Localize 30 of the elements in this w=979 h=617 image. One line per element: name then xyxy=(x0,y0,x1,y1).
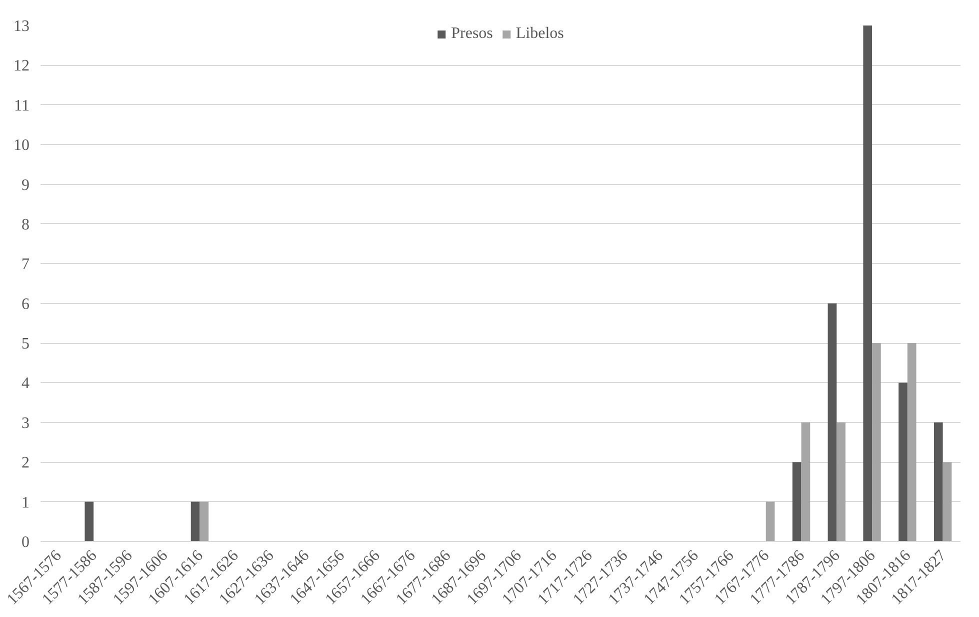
y-tick-label: 0 xyxy=(22,534,30,551)
y-tick-label: 10 xyxy=(14,137,30,154)
y-tick-label: 7 xyxy=(22,256,30,274)
bar xyxy=(898,382,908,542)
bar xyxy=(836,422,846,542)
y-tick-label: 3 xyxy=(22,414,30,432)
y-tick-label: 2 xyxy=(22,454,30,472)
bar xyxy=(190,502,200,542)
bar xyxy=(801,422,810,542)
y-tick-label: 5 xyxy=(22,336,30,353)
y-tick-label: 6 xyxy=(22,296,30,313)
bar xyxy=(828,303,837,542)
bar xyxy=(907,343,916,542)
bar xyxy=(872,343,881,542)
y-tick-label: 9 xyxy=(22,176,30,194)
bar xyxy=(84,502,94,542)
bar xyxy=(200,502,209,542)
y-tick-label: 4 xyxy=(22,375,30,392)
legend-label: Libelos xyxy=(516,25,564,43)
y-tick-label: 8 xyxy=(22,216,30,234)
y-tick-label: 1 xyxy=(22,494,30,512)
bar xyxy=(792,462,802,542)
y-tick-label: 12 xyxy=(14,58,30,75)
bar xyxy=(863,26,872,542)
y-tick-label: 13 xyxy=(14,18,30,35)
y-tick-label: 11 xyxy=(14,97,30,114)
bar xyxy=(766,502,775,542)
bar xyxy=(942,462,952,542)
legend-label: Presos xyxy=(451,25,493,43)
bar xyxy=(934,422,943,542)
